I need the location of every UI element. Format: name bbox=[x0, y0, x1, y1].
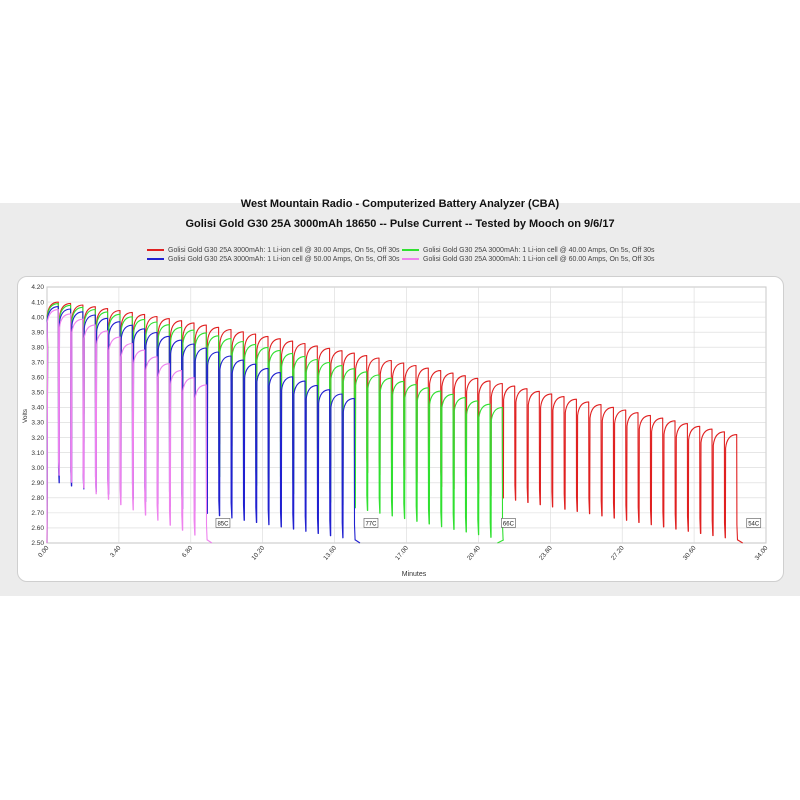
x-tick-label: 6.80 bbox=[181, 544, 195, 558]
y-tick-label: 4.10 bbox=[31, 299, 44, 306]
series-line-1 bbox=[46, 303, 504, 544]
y-tick-label: 2.80 bbox=[31, 495, 44, 502]
legend-item-30a: Golisi Gold G30 25A 3000mAh: 1 Li-ion ce… bbox=[147, 246, 400, 256]
x-tick-label: 30.60 bbox=[682, 545, 698, 562]
y-tick-label: 2.60 bbox=[31, 525, 44, 532]
legend-label-30a: Golisi Gold G30 25A 3000mAh: 1 Li-ion ce… bbox=[168, 247, 400, 254]
y-tick-label: 3.40 bbox=[31, 405, 44, 412]
y-tick-label: 3.60 bbox=[31, 375, 44, 382]
x-axis-label: Minutes bbox=[402, 571, 427, 578]
series-layer bbox=[46, 301, 743, 544]
x-tick-label: 34.00 bbox=[754, 545, 770, 562]
y-tick-label: 2.70 bbox=[31, 510, 44, 517]
legend-item-40a: Golisi Gold G30 25A 3000mAh: 1 Li-ion ce… bbox=[402, 246, 655, 256]
x-tick-label: 23.80 bbox=[538, 545, 554, 562]
x-tick-label: 17.00 bbox=[394, 545, 410, 562]
end-label-2: 77C bbox=[365, 522, 377, 528]
x-tick-label: 20.40 bbox=[466, 545, 482, 562]
x-tick-label: 27.20 bbox=[610, 545, 626, 562]
series-line-3 bbox=[46, 309, 213, 544]
series-line-2 bbox=[46, 306, 361, 544]
chart-title: West Mountain Radio - Computerized Batte… bbox=[240, 198, 560, 210]
legend-swatch-50a bbox=[147, 258, 164, 261]
legend-label-50a: Golisi Gold G30 25A 3000mAh: 1 Li-ion ce… bbox=[168, 256, 400, 263]
legend-swatch-30a bbox=[147, 249, 164, 252]
y-tick-label: 2.50 bbox=[31, 540, 44, 547]
x-tick-label: 3.40 bbox=[109, 544, 123, 558]
y-tick-label: 3.70 bbox=[31, 359, 44, 366]
y-tick-label: 3.50 bbox=[31, 390, 44, 397]
y-tick-label: 3.20 bbox=[31, 435, 44, 442]
y-tick-label: 3.00 bbox=[31, 465, 44, 472]
end-label-3: 85C bbox=[217, 522, 229, 528]
y-tick-label: 3.10 bbox=[31, 450, 44, 457]
grid-layer bbox=[46, 286, 767, 544]
end-label-box-2 bbox=[363, 518, 379, 528]
legend-swatch-60a bbox=[402, 258, 419, 261]
chart-subtitle: Golisi Gold G30 25A 3000mAh 18650 -- Pul… bbox=[185, 218, 615, 230]
legend-label-40a: Golisi Gold G30 25A 3000mAh: 1 Li-ion ce… bbox=[423, 247, 655, 254]
legend-item-60a: Golisi Gold G30 25A 3000mAh: 1 Li-ion ce… bbox=[402, 255, 655, 265]
end-label-box-3 bbox=[215, 518, 231, 528]
x-tick-label: 10.20 bbox=[250, 545, 266, 562]
x-tick-label: 13.60 bbox=[322, 545, 338, 562]
y-tick-label: 3.80 bbox=[31, 344, 44, 351]
legend-item-50a: Golisi Gold G30 25A 3000mAh: 1 Li-ion ce… bbox=[147, 255, 400, 265]
end-label-0: 54C bbox=[748, 522, 760, 528]
y-tick-label: 3.90 bbox=[31, 329, 44, 336]
y-tick-label: 4.20 bbox=[31, 284, 44, 291]
end-label-box-1 bbox=[501, 518, 516, 528]
y-tick-label: 3.30 bbox=[31, 420, 44, 427]
y-tick-label: 2.90 bbox=[31, 480, 44, 487]
legend-swatch-40a bbox=[402, 249, 419, 252]
end-label-1: 66C bbox=[503, 522, 515, 528]
y-axis-label: Volts bbox=[22, 408, 29, 423]
y-tick-label: 4.00 bbox=[31, 314, 44, 321]
end-label-box-0 bbox=[746, 518, 762, 528]
legend-label-60a: Golisi Gold G30 25A 3000mAh: 1 Li-ion ce… bbox=[423, 256, 655, 263]
